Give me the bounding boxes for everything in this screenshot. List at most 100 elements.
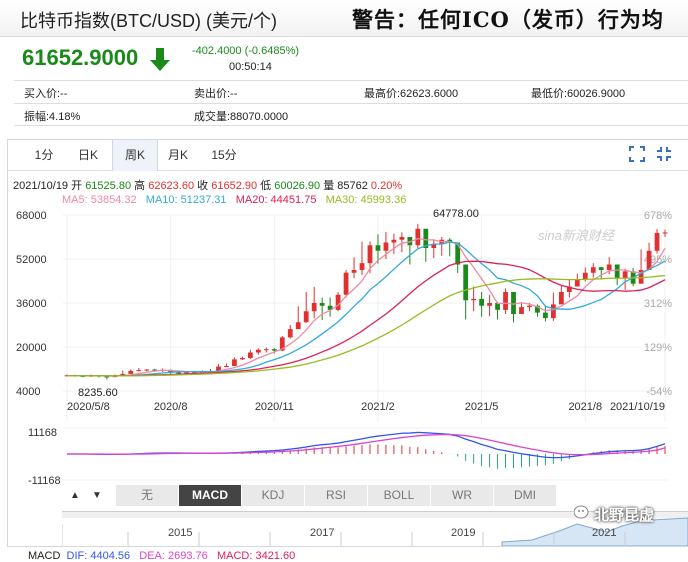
warning-banner: 警告：任何ICO（发币）行为均: [352, 7, 664, 32]
high-price: 最高价:62623.6000: [364, 88, 459, 100]
candle: [136, 370, 142, 372]
candle: [279, 337, 285, 351]
candle: [654, 232, 660, 251]
candle: [614, 264, 620, 279]
candle: [327, 305, 333, 310]
tab-15min[interactable]: 15分: [211, 148, 237, 162]
low-price: 最低价:60026.9000: [531, 88, 626, 100]
candle: [176, 372, 182, 374]
candle: [439, 239, 445, 244]
current-price: 61652.9000: [22, 45, 139, 70]
candle: [543, 312, 548, 319]
candle: [208, 370, 213, 373]
year-2021: 2021: [592, 527, 616, 539]
candle: [383, 242, 389, 251]
candle: [255, 349, 261, 353]
candle: [622, 271, 628, 279]
candle: [88, 375, 94, 377]
tab-daily[interactable]: 日K: [77, 148, 98, 162]
ma-legend: MA5: 53854.32 MA10: 51237.31 MA20: 44451…: [62, 194, 406, 206]
high-label: 高: [134, 180, 146, 192]
candle: [558, 292, 564, 305]
candle: [566, 286, 572, 292]
candle: [351, 270, 357, 273]
candle: [582, 272, 588, 280]
right-tick-label: 312%: [644, 298, 672, 310]
page-title: 比特币指数(BTC/USD) (美元/个): [20, 11, 277, 31]
scroll-right-button[interactable]: ▼: [92, 490, 102, 501]
candle: [200, 372, 205, 374]
close-value: 61652.90: [211, 180, 258, 192]
scroll-left-button[interactable]: ▲: [70, 490, 80, 501]
pct-value: 0.20%: [370, 180, 403, 192]
open-value: 61525.80: [85, 180, 132, 192]
tab-1min[interactable]: 1分: [34, 148, 54, 162]
year-2017: 2017: [310, 527, 334, 539]
indicator-none[interactable]: 无: [116, 485, 179, 506]
macd-tick-label: 11168: [28, 427, 57, 439]
candle: [359, 263, 365, 270]
candle: [247, 352, 253, 358]
wechat-icon: [574, 505, 589, 519]
candle: [495, 303, 500, 310]
candle: [311, 303, 317, 312]
right-tick-label: -54%: [646, 386, 672, 398]
candle: [606, 264, 612, 270]
tab-monthly[interactable]: 月K: [167, 148, 188, 162]
candle: [407, 237, 413, 246]
candle: [598, 267, 604, 270]
corner-watermark: 北野昆虚: [594, 507, 655, 524]
candle: [303, 311, 309, 323]
close-fullscreen-icon[interactable]: [656, 146, 672, 162]
ohlc-date: 2021/10/19: [13, 180, 69, 192]
amplitude: 振幅:4.18%: [24, 111, 81, 123]
x-tick-label: 2020/5/8: [67, 401, 110, 413]
candle: [447, 239, 453, 243]
ma30-label: MA30: 45993.36: [325, 194, 407, 206]
ma5-line: [66, 237, 666, 377]
candle: [630, 271, 636, 284]
dea-label: DEA: 2693.76: [139, 550, 208, 562]
candle: [646, 250, 652, 270]
candle: [184, 372, 189, 374]
period-tabs: 1分 日K 周K 月K 15分: [8, 140, 688, 171]
candle: [232, 359, 237, 366]
candle: [527, 305, 532, 308]
high-value: 62623.60: [148, 180, 195, 192]
low-label: 低: [260, 180, 272, 192]
low-value: 60026.90: [274, 180, 321, 192]
indicator-wr[interactable]: WR: [431, 485, 494, 506]
volume: 成交量:88070.0000: [194, 111, 289, 123]
candle: [574, 279, 580, 287]
quote-row-2: 振幅:4.18% 成交量:88070.0000: [14, 103, 688, 126]
indicator-rsi[interactable]: RSI: [305, 485, 368, 506]
candle: [638, 270, 644, 284]
ma20-label: MA20: 44451.75: [235, 194, 317, 206]
tab-weekly[interactable]: 周K: [112, 140, 158, 171]
candle: [471, 298, 477, 301]
right-tick-label: 129%: [644, 342, 672, 354]
ask-price: 卖出价:--: [194, 88, 238, 100]
down-arrow-icon: [150, 48, 170, 71]
indicator-macd[interactable]: MACD: [179, 485, 242, 506]
candle: [335, 294, 341, 310]
x-tick-label: 2021/8: [568, 401, 602, 413]
candle: [263, 349, 269, 351]
candle: [662, 232, 668, 234]
ma10-line: [66, 241, 666, 377]
candle: [104, 376, 110, 378]
open-label: 开: [71, 180, 83, 192]
max-price-label: 64778.00: [433, 208, 479, 220]
indicator-boll[interactable]: BOLL: [368, 485, 431, 506]
dif-line: [66, 431, 666, 459]
candle: [535, 305, 540, 313]
candle: [224, 365, 229, 367]
x-tick-label: 2020/11: [255, 401, 294, 413]
indicator-dmi[interactable]: DMI: [494, 485, 557, 506]
vol-value: 85762: [337, 180, 368, 192]
x-tick-label: 2021/2: [361, 401, 395, 413]
fullscreen-icon[interactable]: [629, 146, 645, 162]
candle: [80, 375, 86, 377]
indicator-kdj[interactable]: KDJ: [242, 485, 305, 506]
year-2015: 2015: [168, 527, 192, 539]
